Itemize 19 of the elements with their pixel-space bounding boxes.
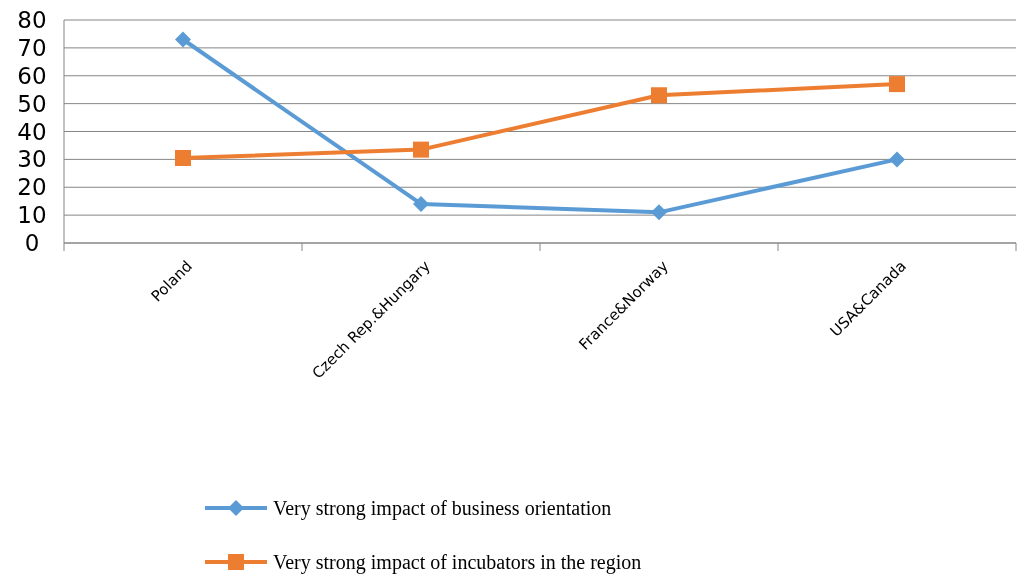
point xyxy=(889,76,905,93)
point xyxy=(175,31,191,48)
point xyxy=(651,204,667,221)
point xyxy=(175,149,191,166)
point xyxy=(889,151,905,168)
point xyxy=(413,141,429,158)
legend-label: Very strong impact of business orientation xyxy=(273,497,612,520)
y-tick-label: 20 xyxy=(17,174,47,201)
y-tick-label: 40 xyxy=(17,118,47,145)
point xyxy=(651,87,667,104)
y-tick-label: 80 xyxy=(17,7,47,34)
point xyxy=(413,195,429,212)
y-tick-label: 10 xyxy=(17,202,47,229)
y-tick-label: 60 xyxy=(17,62,47,89)
y-tick-label: 30 xyxy=(17,146,47,173)
y-tick-label: 50 xyxy=(17,90,47,117)
y-tick-label: 0 xyxy=(24,230,40,257)
y-tick-label: 70 xyxy=(17,34,47,61)
legend-label: Very strong impact of incubators in the region xyxy=(273,551,642,574)
